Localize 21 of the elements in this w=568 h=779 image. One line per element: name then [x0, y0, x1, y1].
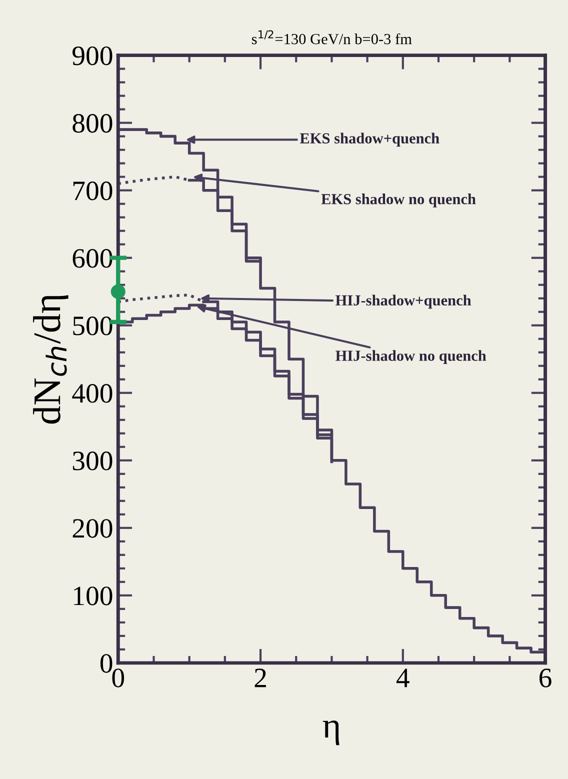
- y-tick-label: 900: [72, 46, 112, 66]
- annotation: EKS shadow no quench: [321, 194, 476, 208]
- y-tick-label: 0: [100, 654, 112, 673]
- x-tick-label: 6: [540, 668, 552, 688]
- annotation: HIJ-shadow+quench: [336, 294, 472, 309]
- x-axis-title: η: [322, 720, 340, 746]
- y-tick-label: 100: [74, 586, 112, 606]
- annotation: HIJ-shadow no quench: [336, 350, 486, 364]
- y-tick-label: 700: [73, 182, 112, 200]
- y-tick-label: 600: [72, 249, 112, 268]
- x-tick-label: 4: [396, 668, 410, 688]
- y-tick-label: 800: [72, 114, 112, 133]
- annotation: EKS shadow+quench: [300, 132, 440, 147]
- y-tick-label: 400: [72, 384, 112, 403]
- y-tick-label: 300: [72, 452, 112, 470]
- x-tick-label: 0: [112, 668, 124, 688]
- y-axis-title: dN$_{ch}$/dη: [33, 295, 68, 424]
- x-tick-label: 2: [254, 668, 266, 688]
- y-tick-label: 200: [72, 519, 112, 538]
- chart-title: s$^{1/2}$=130 GeV/n b=0-3 fm: [252, 30, 412, 44]
- y-tick-label: 500: [73, 316, 112, 336]
